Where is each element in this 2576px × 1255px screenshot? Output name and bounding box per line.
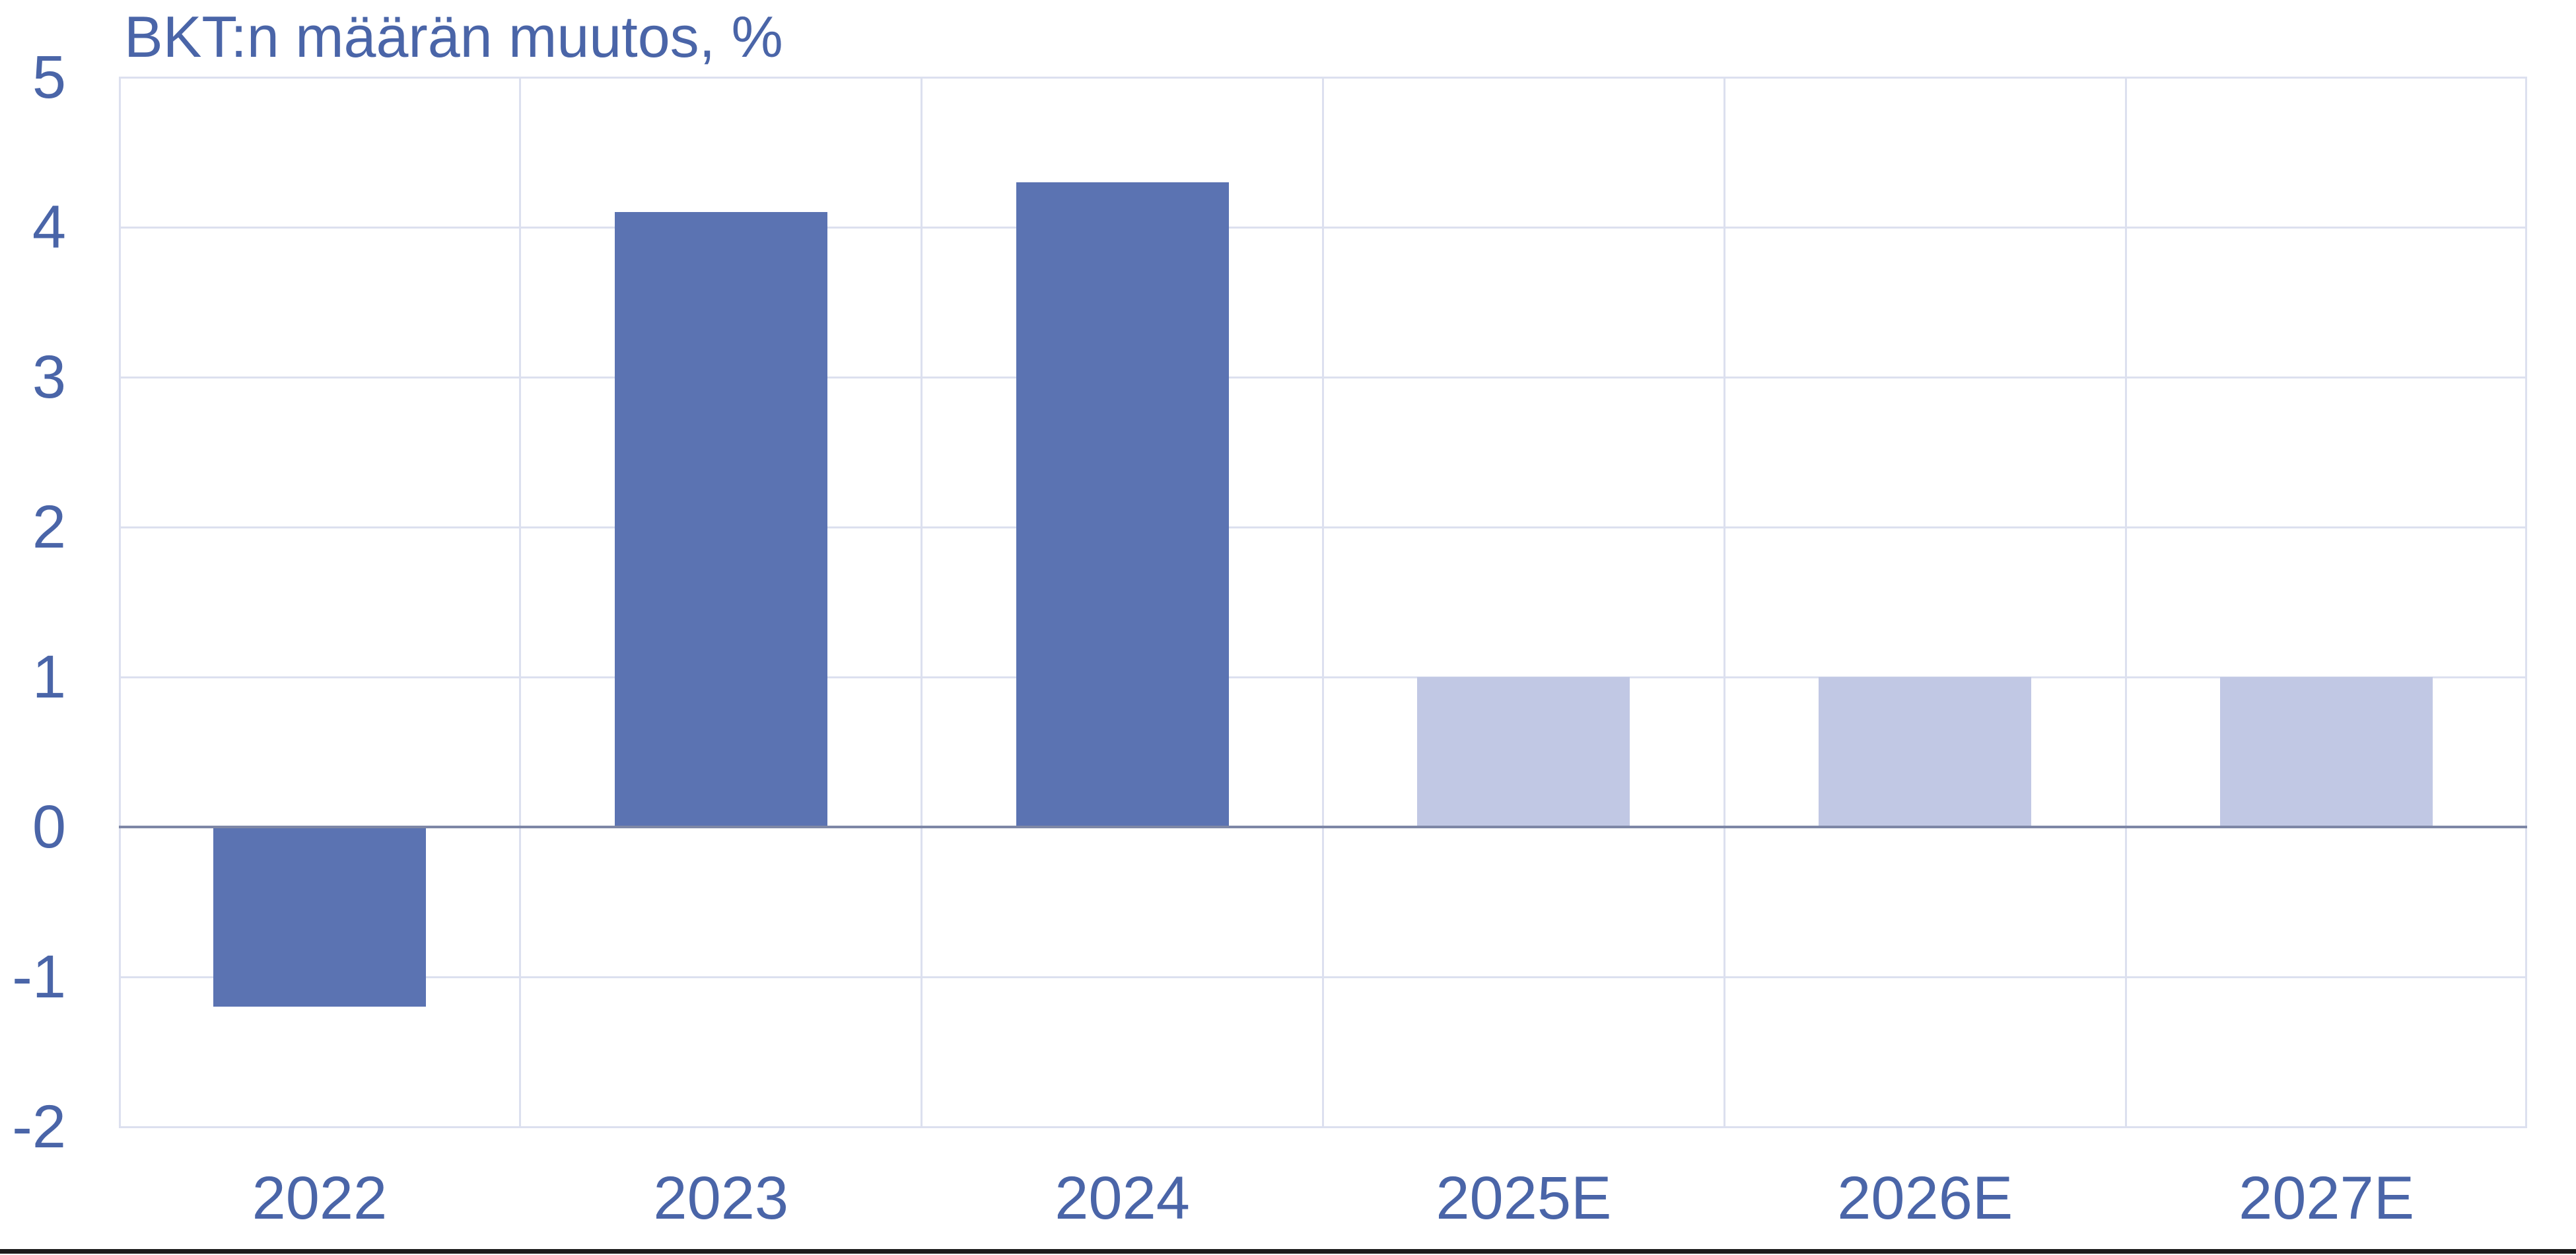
zero-axis-line bbox=[119, 826, 2527, 828]
x-tick-label-2024: 2024 bbox=[1055, 1165, 1190, 1232]
plot-area bbox=[119, 76, 2527, 1128]
y-tick-label: -1 bbox=[12, 943, 66, 1011]
x-tick-label-2026E: 2026E bbox=[1837, 1165, 2013, 1232]
bar-2024 bbox=[1016, 182, 1229, 827]
y-tick-label: 5 bbox=[32, 44, 66, 111]
x-tick-label-2027E: 2027E bbox=[2239, 1165, 2415, 1232]
y-tick-label: 2 bbox=[32, 493, 66, 561]
x-tick-label-2025E: 2025E bbox=[1436, 1165, 1612, 1232]
x-tick-label-2023: 2023 bbox=[653, 1165, 789, 1232]
bar-2023 bbox=[615, 212, 827, 827]
x-tick-label-2022: 2022 bbox=[252, 1165, 388, 1232]
bottom-edge-rule bbox=[0, 1249, 2576, 1254]
h-gridline bbox=[119, 1126, 2527, 1128]
y-tick-label: 1 bbox=[32, 643, 66, 711]
v-gridline bbox=[2124, 77, 2127, 1127]
y-tick-label: -2 bbox=[12, 1093, 66, 1161]
y-tick-label: 4 bbox=[32, 194, 66, 261]
v-gridline bbox=[519, 77, 522, 1127]
bar-2025E bbox=[1417, 677, 1630, 827]
y-tick-label: 3 bbox=[32, 343, 66, 411]
v-gridline bbox=[2525, 77, 2527, 1127]
bar-2027E bbox=[2220, 677, 2433, 827]
bar-2026E bbox=[1819, 677, 2031, 827]
y-tick-label: 0 bbox=[32, 793, 66, 861]
bar-2022 bbox=[213, 827, 426, 1007]
chart-title: BKT:n määrän muutos, % bbox=[124, 4, 783, 69]
v-gridline bbox=[921, 77, 923, 1127]
v-gridline bbox=[1322, 77, 1324, 1127]
v-gridline bbox=[1723, 77, 1725, 1127]
v-gridline bbox=[119, 77, 121, 1127]
